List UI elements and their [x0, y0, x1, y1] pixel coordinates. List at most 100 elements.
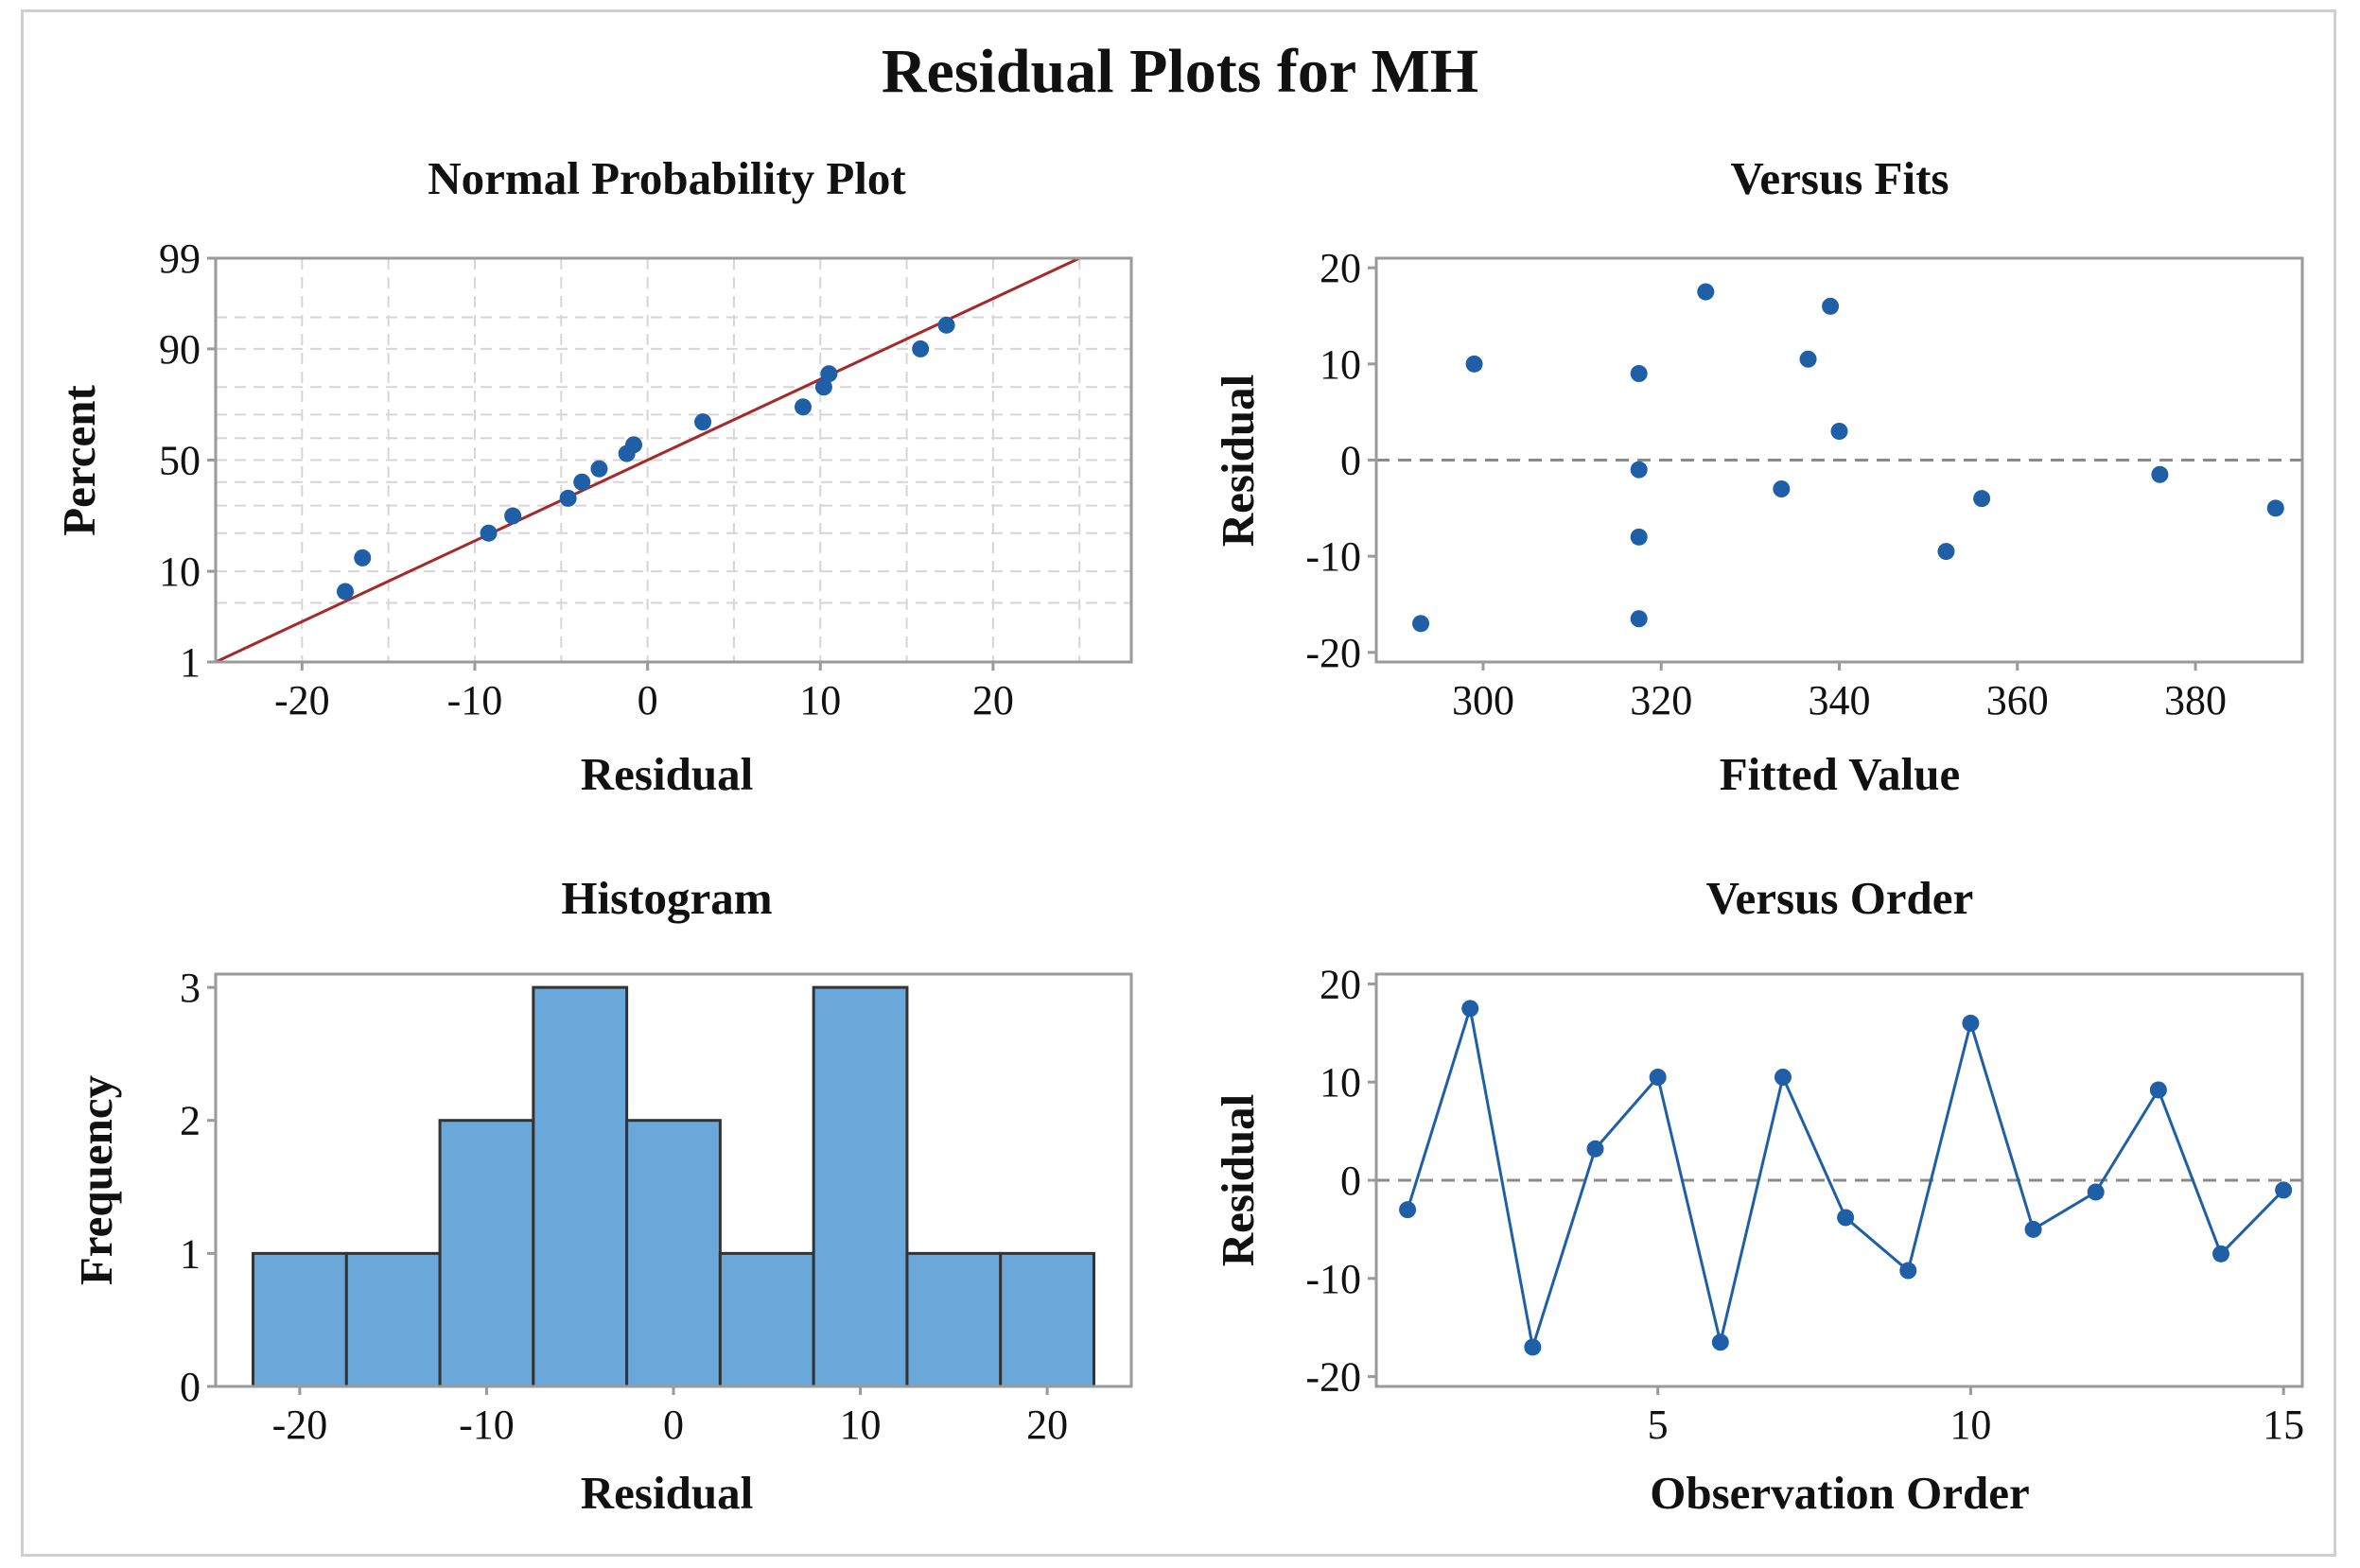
hist-plot-area: [214, 972, 1133, 1388]
figure-frame: [21, 9, 2336, 1557]
hist-x-tick-label: -10: [459, 1402, 515, 1448]
fits-point: [1799, 350, 1817, 368]
hist-bars: [252, 985, 1095, 1388]
npp-point: [794, 398, 812, 416]
fits-point: [1773, 480, 1791, 497]
npp-plot-area: [214, 256, 1133, 664]
hist-y-tick-label: 2: [180, 1098, 201, 1144]
fits-point: [1973, 490, 1991, 508]
npp-x-ticks: -20 -10 0 10 20: [274, 662, 1014, 723]
order-point: [2087, 1183, 2105, 1201]
order-series: [1399, 1000, 2293, 1356]
npp-point: [504, 507, 522, 525]
npp-point: [590, 460, 608, 478]
fits-point: [1630, 528, 1648, 546]
npp-y-tick-label: 10: [159, 549, 201, 595]
order-point: [1899, 1262, 1917, 1280]
fits-point: [1412, 615, 1430, 633]
hist-x-tick-label: -20: [272, 1402, 328, 1448]
hist-bar: [625, 1119, 722, 1388]
npp-y-tick-label: 50: [159, 438, 201, 484]
hist-bar: [905, 1251, 1003, 1388]
npp-point: [624, 436, 642, 454]
npp-title: Normal Probability Plot: [428, 152, 906, 204]
hist-y-label: Frequency: [70, 1074, 122, 1285]
npp-x-tick-label: 10: [799, 677, 841, 723]
fits-x-tick-label: 300: [1452, 677, 1514, 723]
hist-bar: [438, 1119, 535, 1388]
fits-x-tick-label: 340: [1809, 677, 1871, 723]
order-x-tick-label: 15: [2263, 1402, 2304, 1448]
fits-y-tick-label: 0: [1340, 438, 1361, 484]
npp-x-tick-label: -20: [274, 677, 330, 723]
order-x-ticks: 5 10 15: [1648, 1386, 2304, 1448]
npp-point: [354, 549, 372, 566]
hist-title: Histogram: [561, 872, 772, 924]
npp-point: [559, 489, 577, 507]
npp-point: [480, 524, 498, 542]
fits-y-tick-label: 10: [1320, 341, 1361, 388]
order-point: [1711, 1333, 1729, 1351]
npp-point: [336, 583, 354, 601]
fits-x-tick-label: 360: [1986, 677, 2049, 723]
order-point: [2149, 1081, 2167, 1099]
order-point: [1461, 1000, 1479, 1018]
fits-point: [1630, 610, 1648, 628]
order-point: [2212, 1245, 2230, 1263]
npp-point: [820, 365, 838, 383]
order-point: [2275, 1181, 2293, 1199]
hist-bar: [532, 985, 629, 1388]
fits-point: [1465, 355, 1483, 373]
fits-panel: Versus Fits Fitted Value Residual 300 320…: [1212, 152, 2304, 800]
order-point: [1586, 1140, 1604, 1158]
order-plot-area: [1374, 972, 2304, 1388]
npp-fit-line-group: [215, 256, 1080, 664]
hist-x-tick-label: 20: [1026, 1402, 1068, 1448]
npp-y-tick-label: 1: [180, 639, 201, 686]
npp-y-tick-label: 90: [159, 326, 201, 373]
hist-y-ticks: 0 1 2 3: [180, 965, 216, 1410]
fits-y-ticks: -20 -10 0 10 20: [1305, 245, 1376, 676]
order-point: [1962, 1014, 1980, 1032]
npp-panel: Normal Probability Plot Residual Percent…: [53, 152, 1133, 800]
order-y-tick-label: -20: [1305, 1354, 1361, 1401]
fits-point: [2266, 499, 2284, 517]
fits-title: Versus Fits: [1731, 152, 1949, 204]
fits-points: [1412, 283, 2284, 633]
figure-title: Residual Plots for MH: [881, 37, 1479, 106]
order-y-label: Residual: [1212, 1094, 1264, 1266]
npp-point: [814, 378, 832, 396]
fits-point: [1630, 461, 1648, 479]
npp-y-ticks: 1 10 50 90 99: [159, 235, 216, 686]
order-point: [1774, 1069, 1792, 1086]
hist-bar: [252, 1251, 348, 1388]
fits-plot-area: [1374, 256, 2304, 664]
fits-point: [1937, 543, 1955, 561]
hist-bar: [718, 1251, 815, 1388]
order-point: [1399, 1201, 1417, 1219]
hist-panel: Histogram Residual Frequency -20 -10 0 10 20…: [70, 872, 1133, 1519]
npp-gridlines: [215, 257, 1131, 663]
fits-x-tick-label: 380: [2164, 677, 2227, 723]
fits-x-label: Fitted Value: [1720, 748, 1961, 800]
order-y-tick-label: 0: [1340, 1158, 1361, 1204]
npp-point: [573, 473, 591, 491]
hist-x-ticks: -20 -10 0 10 20: [272, 1386, 1068, 1448]
fits-point: [2151, 465, 2169, 483]
fits-point: [1830, 423, 1848, 440]
npp-fit-line: [215, 256, 1080, 664]
order-panel: Versus Order Observation Order Residual …: [1212, 872, 2304, 1519]
order-y-tick-label: 10: [1320, 1059, 1361, 1106]
order-title: Versus Order: [1706, 872, 1974, 924]
order-point: [1649, 1069, 1667, 1086]
npp-point: [694, 413, 712, 431]
fits-x-ticks: 300 320 340 360 380: [1452, 662, 2227, 723]
hist-y-tick-label: 3: [180, 965, 201, 1011]
fits-point: [1697, 283, 1715, 301]
hist-x-tick-label: 10: [840, 1402, 882, 1448]
fits-y-tick-label: -20: [1305, 630, 1361, 676]
hist-x-label: Residual: [581, 1467, 753, 1519]
order-y-tick-label: -10: [1305, 1256, 1361, 1302]
fits-x-tick-label: 320: [1630, 677, 1692, 723]
